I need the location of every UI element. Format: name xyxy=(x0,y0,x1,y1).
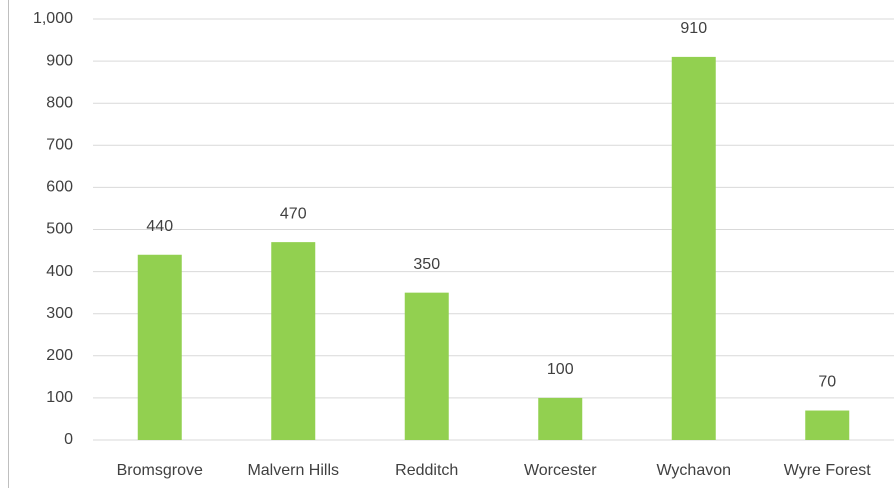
data-label: 910 xyxy=(680,20,707,37)
bar xyxy=(404,292,449,440)
bar xyxy=(538,397,583,440)
data-label: 70 xyxy=(818,374,836,391)
data-label: 440 xyxy=(146,218,173,235)
y-tick-label: 900 xyxy=(46,52,73,69)
x-tick-label: Bromsgrove xyxy=(117,462,203,479)
y-tick-label: 300 xyxy=(46,305,73,322)
y-tick-label: 700 xyxy=(46,137,73,154)
x-tick-label: Malvern Hills xyxy=(247,462,339,479)
data-label: 100 xyxy=(547,361,574,378)
x-tick-label: Wyre Forest xyxy=(784,462,872,479)
y-tick-label: 600 xyxy=(46,179,73,196)
x-tick-label: Redditch xyxy=(395,462,458,479)
bar xyxy=(137,254,182,440)
bar xyxy=(271,242,316,440)
y-tick-label: 1,000 xyxy=(33,10,73,27)
x-tick-label: Wychavon xyxy=(656,462,731,479)
bar xyxy=(805,410,850,440)
y-tick-label: 0 xyxy=(64,431,73,448)
y-tick-label: 800 xyxy=(46,94,73,111)
y-tick-label: 100 xyxy=(46,389,73,406)
data-label: 350 xyxy=(413,256,440,273)
y-tick-label: 200 xyxy=(46,347,73,364)
bar xyxy=(671,56,716,440)
data-label: 470 xyxy=(280,205,307,222)
y-tick-label: 500 xyxy=(46,221,73,238)
x-tick-label: Worcester xyxy=(524,462,597,479)
y-tick-label: 400 xyxy=(46,263,73,280)
